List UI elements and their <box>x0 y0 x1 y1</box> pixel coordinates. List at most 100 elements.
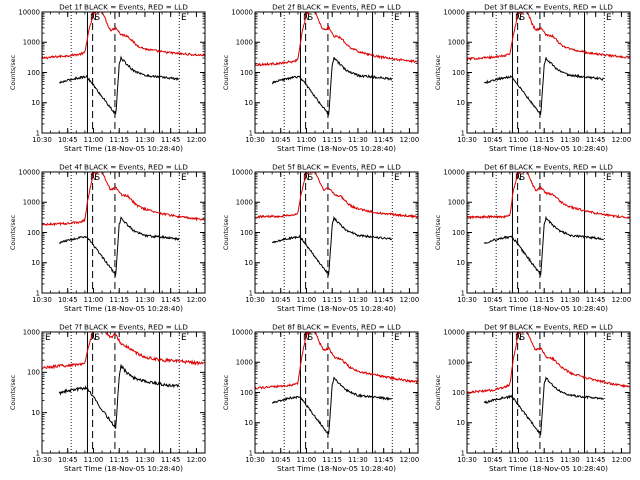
x-tick-label: 11:00 <box>297 296 317 304</box>
y-tick-label: 1 <box>249 289 253 297</box>
x-axis-label: Start Time (18-Nov-05 10:28:40) <box>489 144 608 153</box>
annotation-letter: E <box>181 13 187 23</box>
annotation-letter: S <box>94 333 100 343</box>
y-axis-label: Counts/sec <box>9 54 17 90</box>
y-tick-label: 100 <box>452 389 465 397</box>
x-tick-label: 11:45 <box>586 136 606 144</box>
lld-series-line <box>42 12 205 60</box>
events-series-line <box>58 364 180 429</box>
y-tick-label: 1000 <box>448 199 465 207</box>
annotation-letter: S <box>519 333 525 343</box>
x-tick-label: 11:15 <box>322 136 342 144</box>
x-tick-label: 10:30 <box>457 136 477 144</box>
panel-title: Det 3f BLACK = Events, RED = LLD <box>484 3 613 12</box>
x-tick-label: 11:45 <box>374 136 394 144</box>
y-tick-label: 100 <box>452 229 465 237</box>
x-tick-label: 11:30 <box>348 456 368 464</box>
x-tick-label: 11:30 <box>560 296 580 304</box>
panel-title: Det 6f BLACK = Events, RED = LLD <box>484 163 613 172</box>
x-tick-label: 10:30 <box>245 456 265 464</box>
lld-series-line <box>467 332 630 394</box>
panel-det-6: Det 6f BLACK = Events, RED = LLD Counts/s… <box>434 163 631 314</box>
panel-title: Det 7f BLACK = Events, RED = LLD <box>59 323 188 332</box>
y-axis-label: Counts/sec <box>222 214 230 250</box>
x-tick-label: 11:45 <box>161 296 181 304</box>
x-tick-label: 10:30 <box>32 136 52 144</box>
x-tick-label: 11:00 <box>297 456 317 464</box>
y-tick-label: 100 <box>240 69 253 77</box>
x-tick-label: 10:30 <box>245 136 265 144</box>
x-tick-label: 10:30 <box>457 456 477 464</box>
y-axis-label: Counts/sec <box>222 374 230 410</box>
y-axis-label: Counts/sec <box>9 374 17 410</box>
x-tick-label: 10:45 <box>483 296 503 304</box>
y-axis-label: Counts/sec <box>222 54 230 90</box>
x-axis-label: Start Time (18-Nov-05 10:28:40) <box>277 464 396 473</box>
annotation-letter: S <box>307 333 313 343</box>
events-series-line <box>483 215 604 276</box>
x-tick-label: 11:15 <box>534 136 554 144</box>
y-tick-label: 10000 <box>231 328 253 336</box>
annotation-letter: N <box>515 173 522 183</box>
annotation-letter: E <box>394 173 400 183</box>
y-tick-label: 10 <box>456 99 465 107</box>
x-tick-label: 11:00 <box>509 296 529 304</box>
y-tick-label: 1 <box>36 129 40 137</box>
panel-det-8: Det 8f BLACK = Events, RED = LLD Counts/s… <box>222 323 419 474</box>
y-tick-label: 1 <box>36 289 40 297</box>
x-tick-label: 11:15 <box>322 456 342 464</box>
annotation-letter: N <box>90 13 97 23</box>
panel-det-1: Det 1f BLACK = Events, RED = LLD Counts/s… <box>9 3 206 154</box>
y-tick-label: 10000 <box>18 168 40 176</box>
y-tick-label: 10000 <box>18 8 40 16</box>
events-series-line <box>271 215 393 276</box>
plot-frame <box>466 11 631 134</box>
x-tick-label: 11:15 <box>534 296 554 304</box>
y-axis-label: Counts/sec <box>434 374 442 410</box>
annotation-letter: S <box>519 173 525 183</box>
annotation-letter: E <box>181 173 187 183</box>
events-series-line <box>483 57 604 116</box>
y-tick-label: 10000 <box>443 328 465 336</box>
annotation-letter: N <box>303 173 310 183</box>
x-axis-label: Start Time (18-Nov-05 10:28:40) <box>64 144 183 153</box>
x-tick-label: 11:00 <box>84 136 104 144</box>
x-tick-label: 11:00 <box>509 456 529 464</box>
x-tick-label: 11:15 <box>322 296 342 304</box>
y-tick-label: 1 <box>461 129 465 137</box>
y-tick-label: 10000 <box>443 8 465 16</box>
annotation-letter: S <box>307 173 313 183</box>
panel-det-9: Det 9f BLACK = Events, RED = LLD Counts/s… <box>434 323 631 474</box>
y-tick-label: 1 <box>461 289 465 297</box>
x-tick-label: 10:45 <box>271 456 291 464</box>
annotation-letter: S <box>519 13 525 23</box>
x-tick-label: 12:00 <box>187 296 207 304</box>
x-tick-label: 11:15 <box>109 136 129 144</box>
x-axis-label: Start Time (18-Nov-05 10:28:40) <box>277 144 396 153</box>
panel-det-7: Det 7f BLACK = Events, RED = LLD Counts/s… <box>9 323 206 474</box>
lld-series-line <box>255 172 418 219</box>
y-tick-label: 10 <box>244 259 253 267</box>
annotation-letter: S <box>94 173 100 183</box>
panel-title: Det 4f BLACK = Events, RED = LLD <box>59 163 188 172</box>
events-series-line <box>58 216 180 277</box>
lld-series-line <box>42 172 205 227</box>
annotation-letter: E <box>45 333 51 343</box>
plot-frame <box>466 171 631 294</box>
lld-series-line <box>467 12 630 62</box>
annotation-letter: E <box>181 333 187 343</box>
panel-title: Det 8f BLACK = Events, RED = LLD <box>272 323 401 332</box>
annotation-letter: E <box>606 173 612 183</box>
y-tick-label: 10 <box>456 419 465 427</box>
x-tick-label: 12:00 <box>400 296 420 304</box>
plot-frame <box>254 171 419 294</box>
y-tick-label: 10 <box>244 99 253 107</box>
plot-frame <box>41 11 206 134</box>
annotation-letter: S <box>94 13 100 23</box>
y-tick-label: 10000 <box>231 8 253 16</box>
x-tick-label: 11:45 <box>586 456 606 464</box>
y-axis-label: Counts/sec <box>9 214 17 250</box>
events-series-line <box>271 376 392 435</box>
annotation-letter: N <box>90 173 97 183</box>
y-tick-label: 1 <box>249 449 253 457</box>
